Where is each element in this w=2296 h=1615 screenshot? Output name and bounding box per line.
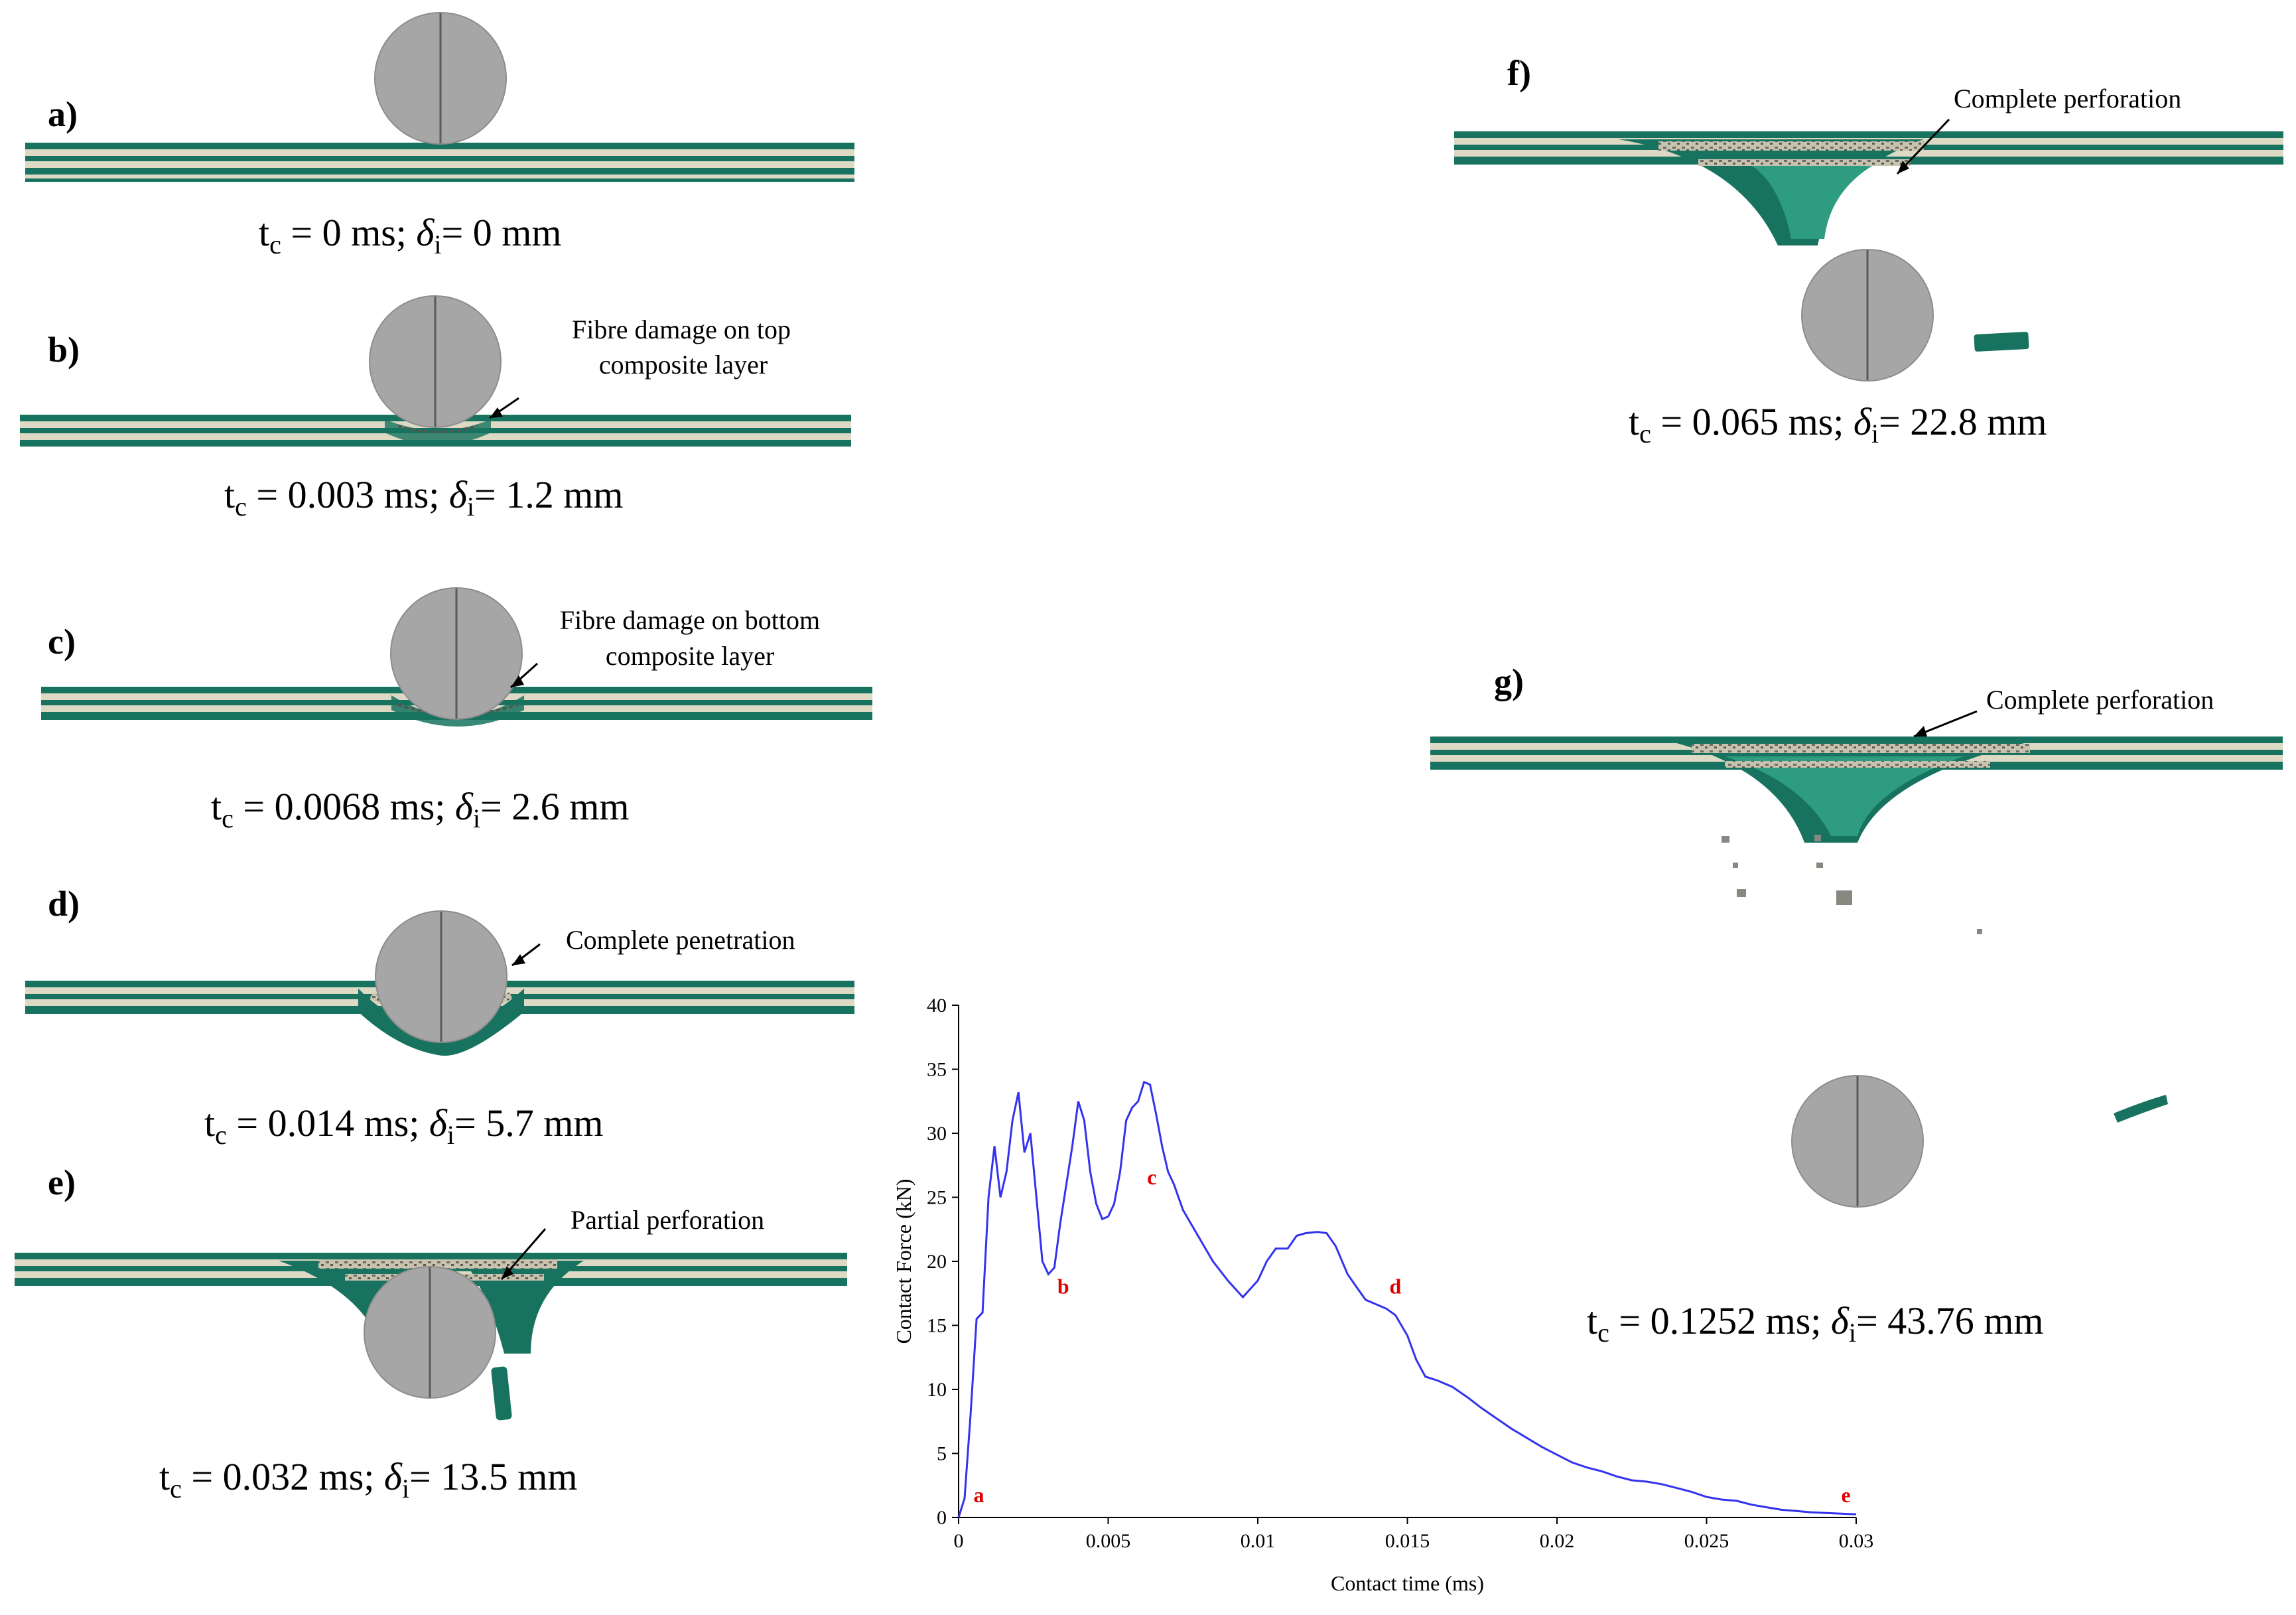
caption-d: tc = 0.014 ms; δi= 5.7 mm (204, 1101, 603, 1150)
annotation-c: Fibre damage on bottom composite layer (509, 605, 820, 689)
marker-c: c (1147, 1165, 1156, 1189)
debris (1722, 835, 1982, 934)
marker-b: b (1057, 1274, 1069, 1298)
annotation-g: Complete perforation (1913, 685, 2214, 738)
panel-e: e) Partial perforation tc = 0.032 ms; δi… (15, 1162, 847, 1504)
panel-b-label: b) (48, 330, 80, 370)
impactor-ball (364, 1266, 496, 1399)
svg-text:Fibre damage on top: Fibre damage on top (572, 315, 791, 344)
x-tick-label: 0.025 (1684, 1530, 1729, 1552)
y-tick-label: 5 (937, 1443, 947, 1465)
marker-d: d (1389, 1274, 1401, 1298)
annotation-b: Fibre damage on top composite layer (489, 315, 791, 419)
x-axis-title: Contact time (ms) (1331, 1571, 1484, 1595)
x-tick-label: 0.02 (1540, 1530, 1575, 1552)
series-line (957, 1080, 1857, 1518)
caption-e: tc = 0.032 ms; δi= 13.5 mm (159, 1455, 577, 1504)
annotation-f: Complete perforation (1896, 84, 2181, 175)
panel-g-label: g) (1494, 662, 1524, 701)
annotation-d: Complete penetration (511, 925, 795, 967)
impactor-ball (369, 295, 502, 428)
x-tick-label: 0.01 (1241, 1530, 1276, 1552)
caption-c: tc = 0.0068 ms; δi= 2.6 mm (211, 785, 629, 833)
y-tick-label: 25 (927, 1187, 947, 1209)
y-tick-label: 35 (927, 1059, 947, 1081)
panel-a: a) tc = 0 ms; δi= 0 mm (25, 12, 854, 259)
caption-a: tc = 0 ms; δi= 0 mm (259, 211, 561, 259)
svg-text:composite layer: composite layer (599, 350, 768, 380)
panel-c: c) Fibre damage on bottom composite laye… (41, 587, 872, 833)
y-tick-label: 30 (927, 1123, 947, 1145)
contact-force-chart: 0 5 10 15 20 25 30 35 40 0 0.005 0.01 0.015 0.02 0.025… (892, 995, 1873, 1595)
y-tick-label: 10 (927, 1379, 947, 1401)
panel-f-label: f) (1507, 53, 1531, 93)
impactor-ball (374, 12, 507, 145)
impactor-ball (375, 910, 507, 1043)
caption-b: tc = 0.003 ms; δi= 1.2 mm (224, 473, 623, 522)
panel-f: f) Complete perforation tc = 0.065 ms; δ… (1454, 53, 2283, 449)
impactor-ball (1791, 1075, 1924, 1208)
caption-f: tc = 0.065 ms; δi= 22.8 mm (1629, 400, 2047, 449)
laminate-plate (1454, 131, 2283, 352)
panel-e-label: e) (48, 1162, 76, 1202)
y-axis-title: Contact Force (kN) (892, 1179, 915, 1344)
panel-d: d) Complete penetration tc = 0.014 ms; δ… (25, 884, 854, 1150)
x-tick-label: 0.03 (1839, 1530, 1874, 1552)
svg-text:Complete penetration: Complete penetration (566, 925, 795, 955)
annotation-e: Partial perforation (500, 1205, 764, 1280)
marker-e: e (1841, 1483, 1850, 1507)
marker-a: a (974, 1483, 984, 1507)
svg-text:Fibre damage on bottom: Fibre damage on bottom (560, 605, 820, 635)
panel-c-label: c) (48, 622, 76, 662)
laminate-plate (1430, 737, 2283, 1123)
impactor-ball (390, 587, 523, 720)
caption-g: tc = 0.1252 ms; δi= 43.76 mm (1587, 1299, 2043, 1348)
y-tick-label: 20 (927, 1251, 947, 1273)
panel-g: g) Compl (1430, 662, 2283, 1348)
svg-text:Partial perforation: Partial perforation (571, 1205, 764, 1235)
x-tick-label: 0.015 (1385, 1530, 1430, 1552)
laminate-plate (25, 143, 854, 182)
y-tick-label: 0 (937, 1507, 947, 1529)
svg-text:Complete perforation: Complete perforation (1954, 84, 2181, 113)
impactor-ball (1801, 249, 1934, 382)
x-tick-label: 0 (954, 1530, 964, 1552)
panel-b: b) Fibre damage on top composite layer t… (20, 295, 851, 522)
svg-text:Complete perforation: Complete perforation (1986, 685, 2214, 715)
y-tick-label: 40 (927, 995, 947, 1017)
panel-a-label: a) (48, 94, 78, 134)
x-tick-label: 0.005 (1086, 1530, 1131, 1552)
panel-d-label: d) (48, 884, 80, 924)
y-tick-label: 15 (927, 1315, 947, 1337)
svg-text:composite layer: composite layer (606, 641, 774, 671)
